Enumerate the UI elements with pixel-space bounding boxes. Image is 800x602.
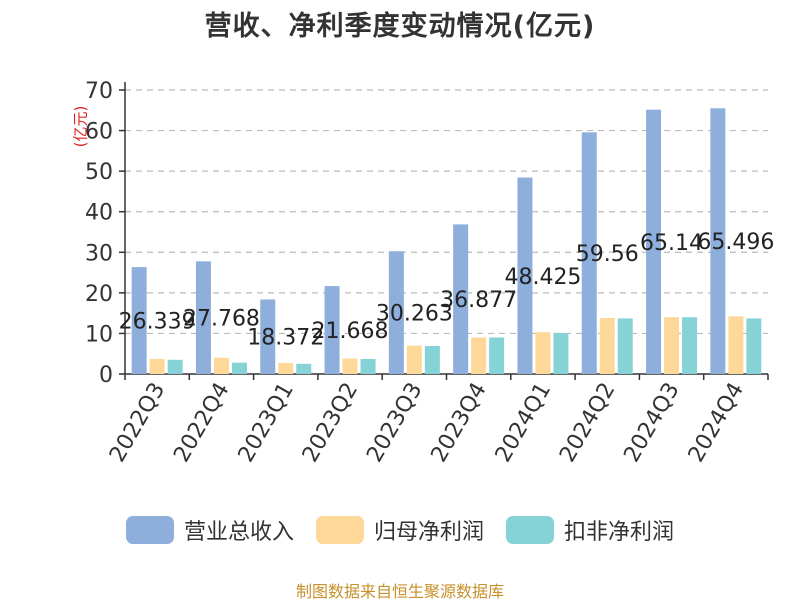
bar-deducted-profit [360, 358, 376, 374]
bar-deducted-profit [167, 359, 183, 374]
bar-parent-profit [471, 337, 487, 374]
x-tick-label: 2023Q1 [234, 379, 299, 467]
x-tick-label: 2023Q3 [362, 379, 427, 467]
x-tick-label: 2023Q4 [427, 379, 492, 467]
x-tick-label: 2022Q3 [105, 379, 170, 467]
bar-parent-profit [728, 316, 744, 374]
legend-item-deducted-profit[interactable]: 扣非净利润 [506, 514, 674, 546]
bar-revenue [646, 109, 662, 374]
bar-deducted-profit [682, 317, 698, 374]
bar-parent-profit [342, 358, 358, 374]
bar-revenue [260, 299, 276, 374]
legend-swatch-parent-profit [315, 516, 364, 544]
bar-parent-profit [599, 318, 615, 374]
data-label-revenue: 26.339 [119, 310, 196, 335]
legend-swatch-deducted-profit [506, 516, 554, 544]
bar-revenue [388, 251, 404, 374]
data-label-revenue: 65.14 [640, 231, 703, 256]
bar-deducted-profit [746, 318, 762, 374]
data-label-revenue: 27.768 [183, 307, 260, 332]
bar-deducted-profit [553, 333, 569, 374]
x-tick-label: 2024Q3 [619, 379, 684, 467]
bar-parent-profit [278, 363, 294, 374]
legend-label-parent-profit: 归母净利润 [373, 520, 484, 545]
bar-revenue [710, 108, 726, 374]
bar-revenue [517, 177, 533, 374]
x-tick-label: 2022Q4 [169, 379, 234, 467]
y-tick-label: 10 [85, 322, 113, 347]
y-tick-label: 20 [85, 282, 113, 307]
y-tick-label: 0 [99, 363, 113, 388]
bar-revenue [581, 132, 597, 374]
bar-deducted-profit [617, 318, 633, 374]
bar-revenue [195, 261, 211, 374]
x-tick-label: 2023Q2 [298, 379, 363, 467]
bar-parent-profit [535, 332, 551, 374]
y-tick-label: 30 [85, 241, 113, 266]
x-tick-label: 2024Q1 [491, 379, 556, 467]
legend-item-revenue[interactable]: 营业总收入 [125, 514, 294, 546]
legend: 营业总收入 归母净利润 扣非净利润 [0, 514, 800, 546]
legend-item-parent-profit[interactable]: 归母净利润 [315, 514, 484, 546]
bar-revenue [453, 224, 469, 374]
y-tick-label: 40 [85, 201, 113, 226]
x-tick-label: 2024Q2 [555, 379, 620, 467]
y-tick-label: 60 [85, 120, 113, 145]
legend-swatch-revenue [125, 516, 174, 544]
data-label-revenue: 36.877 [440, 288, 517, 313]
bar-chart: 0102030405060702022Q32022Q42023Q12023Q22… [85, 79, 774, 467]
bar-parent-profit [149, 358, 165, 374]
bar-revenue [131, 267, 147, 374]
bar-deducted-profit [424, 346, 440, 374]
data-label-revenue: 65.496 [697, 230, 774, 255]
data-label-revenue: 48.425 [504, 265, 581, 290]
data-label-revenue: 18.372 [247, 326, 324, 351]
bar-parent-profit [406, 345, 422, 374]
bar-parent-profit [213, 357, 229, 374]
bar-deducted-profit [231, 362, 247, 374]
bar-parent-profit [664, 317, 680, 374]
y-tick-label: 50 [85, 160, 113, 185]
y-tick-label: 70 [85, 79, 113, 104]
legend-label-revenue: 营业总收入 [183, 520, 294, 545]
x-tick-label: 2024Q4 [684, 379, 749, 467]
data-label-revenue: 59.56 [576, 242, 639, 267]
legend-label-deducted-profit: 扣非净利润 [564, 520, 675, 545]
data-label-revenue: 30.263 [376, 302, 453, 327]
data-source-note: 制图数据来自恒生聚源数据库 [295, 582, 504, 601]
chart-title: 营收、净利季度变动情况(亿元) [204, 11, 596, 42]
bar-deducted-profit [489, 337, 505, 374]
data-label-revenue: 21.668 [312, 319, 389, 344]
bar-revenue [324, 286, 340, 374]
bar-deducted-profit [296, 363, 312, 374]
